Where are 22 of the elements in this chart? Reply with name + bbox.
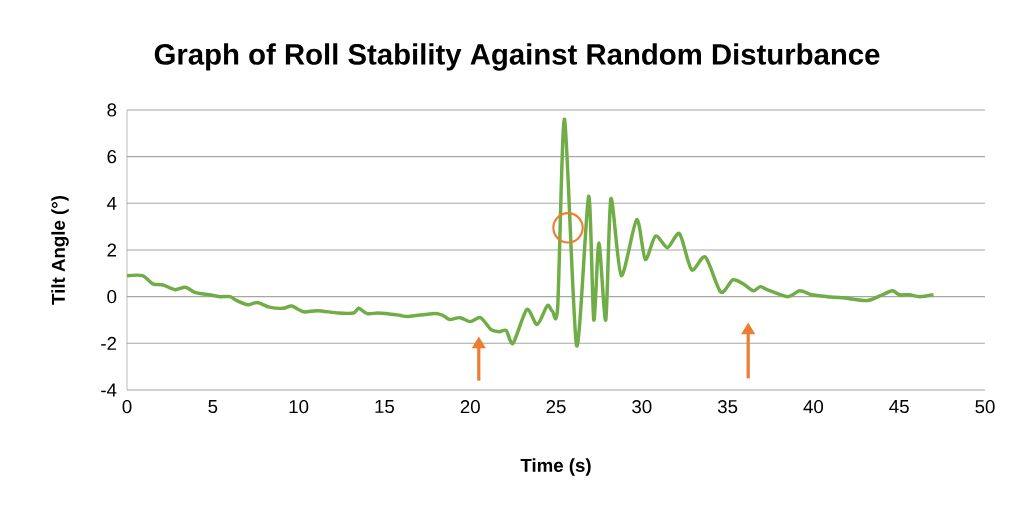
x-tick-label: 50 [975, 400, 995, 414]
y-tick-label: -4 [101, 383, 117, 397]
y-tick-label: -2 [101, 336, 117, 350]
y-tick-label: 4 [107, 196, 117, 210]
x-axis-title: Time (s) [520, 458, 591, 476]
x-tick-label: 0 [122, 400, 132, 414]
chart-title: Graph of Roll Stability Against Random Disturbance [154, 43, 880, 71]
x-tick-label: 35 [717, 400, 738, 414]
x-tick-label: 10 [289, 400, 309, 414]
x-tick-label: 30 [632, 400, 652, 414]
line-series [125, 117, 936, 348]
y-tick-label: 0 [107, 290, 117, 304]
x-tick-label: 40 [803, 400, 824, 414]
x-tick-label: 25 [546, 400, 566, 414]
x-tick-label: 15 [375, 400, 394, 414]
y-axis-title: Tilt Angle (°) [51, 196, 69, 305]
x-tick-label: 20 [460, 400, 480, 414]
y-tick-label: 6 [107, 150, 117, 164]
x-tick-label: 5 [208, 400, 218, 414]
x-tick-label: 45 [889, 400, 909, 414]
y-tick-label: 8 [107, 103, 117, 117]
y-tick-label: 2 [107, 243, 117, 257]
